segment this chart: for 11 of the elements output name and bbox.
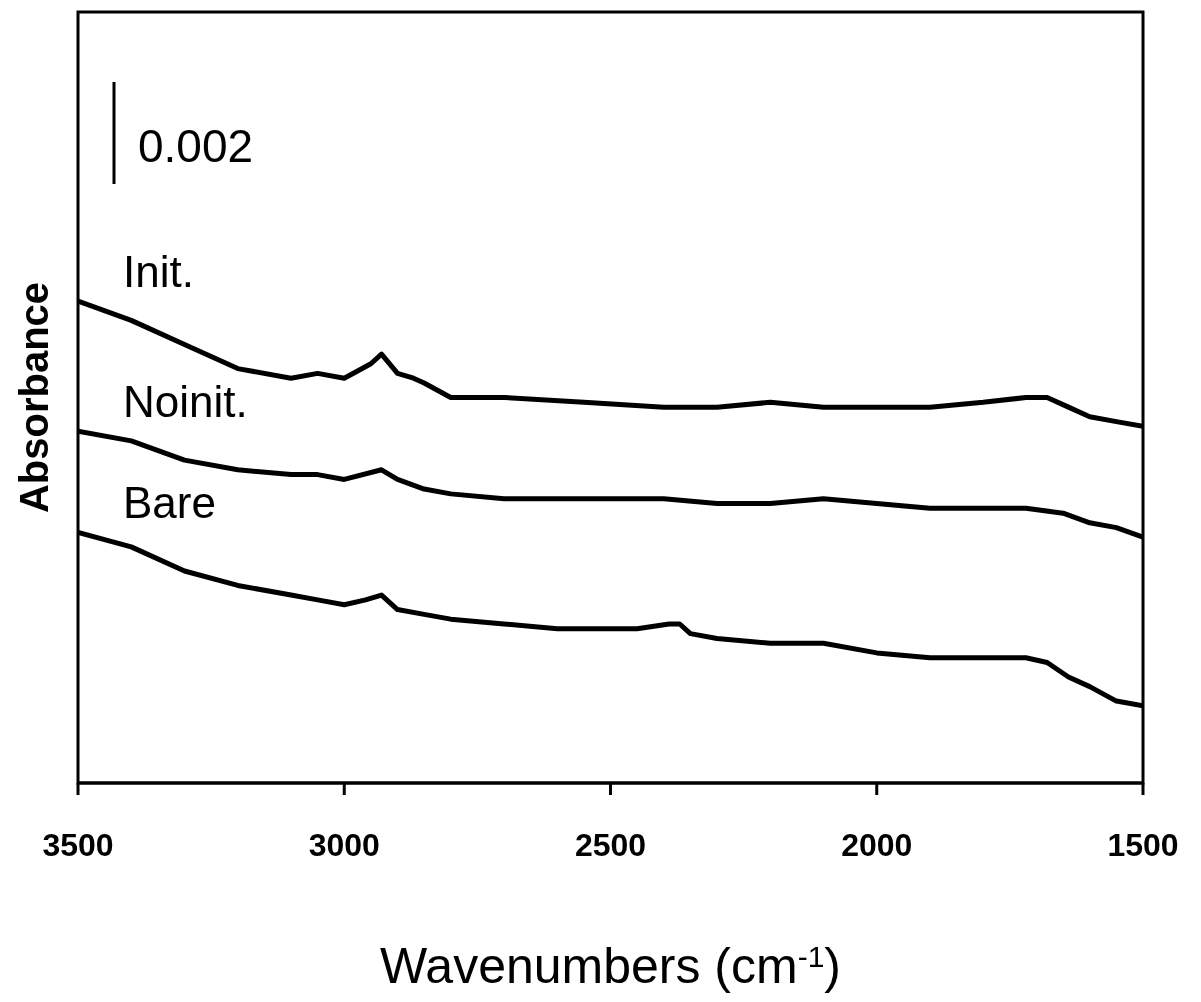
y-axis-title: Absorbance — [12, 281, 56, 514]
x-tick-label: 2000 — [841, 826, 913, 863]
text: 0.002 — [138, 120, 254, 172]
x-tick-label: 2500 — [574, 826, 647, 863]
series-label: Bare — [123, 478, 216, 528]
x-tick-label: 1500 — [1107, 826, 1179, 863]
series-label: Noinit. — [123, 377, 248, 427]
series-label: Init. — [123, 247, 194, 297]
x-tick-label: 3500 — [42, 826, 114, 863]
x-tick-label: 3000 — [308, 826, 380, 863]
x-axis-title: Wavenumbers (cm$^{-1}$) — [379, 938, 842, 994]
